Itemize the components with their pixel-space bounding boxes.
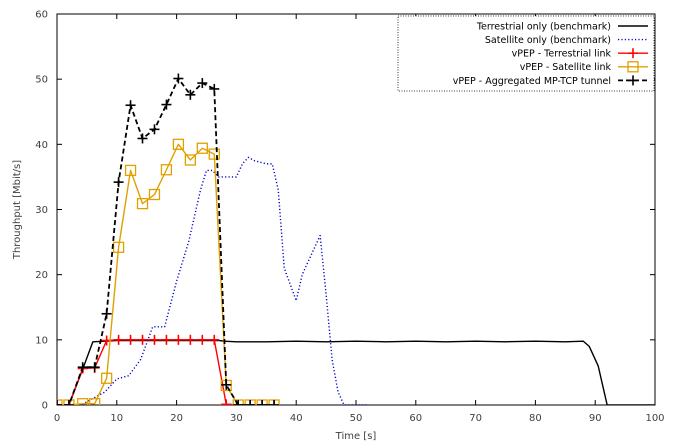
legend-marker — [628, 75, 638, 86]
series-line — [57, 143, 275, 405]
data-point — [221, 399, 232, 405]
data-point — [149, 124, 160, 135]
data-point — [148, 188, 161, 201]
series-terrestrial-only-benchmark — [68, 339, 655, 405]
data-point — [161, 334, 172, 345]
x-tick-label: 90 — [589, 413, 602, 424]
x-tick-label: 40 — [290, 413, 303, 424]
legend-item: Terrestrial only (benchmark) — [476, 21, 648, 32]
data-point — [209, 83, 220, 94]
data-point — [160, 164, 173, 176]
legend-label: Satellite only (benchmark) — [485, 35, 611, 46]
legend-item: Satellite only (benchmark) — [485, 35, 648, 46]
x-tick-label: 60 — [409, 413, 422, 424]
y-tick-label: 30 — [35, 205, 48, 216]
y-tick-label: 60 — [35, 10, 48, 21]
data-point — [77, 398, 89, 405]
data-point — [209, 334, 220, 345]
y-axis-label: Throughput [Mbit/s] — [12, 160, 23, 260]
y-tick-label: 10 — [35, 335, 48, 346]
legend-item: vPEP - Satellite link — [520, 61, 648, 73]
legend-label: vPEP - Satellite link — [520, 62, 612, 73]
x-tick-label: 10 — [110, 413, 123, 424]
legend-marker — [627, 61, 639, 73]
data-point — [197, 78, 208, 89]
x-tick-label: 70 — [469, 413, 482, 424]
x-tick-label: 80 — [529, 413, 542, 424]
series-vpep-aggregated-mp-tcp-tunnel — [57, 73, 280, 405]
series-satellite-only-benchmark — [68, 156, 368, 405]
series-vpep-satellite-link — [57, 138, 280, 405]
x-tick-label: 50 — [350, 413, 363, 424]
legend-label: vPEP - Terrestrial link — [512, 49, 612, 60]
data-point — [197, 334, 208, 345]
data-point — [185, 89, 196, 100]
data-point — [113, 334, 124, 345]
data-point — [257, 400, 268, 405]
x-tick-label: 0 — [54, 413, 60, 424]
data-point — [173, 334, 184, 345]
data-point — [149, 334, 160, 345]
x-tick-label: 20 — [170, 413, 183, 424]
plot-layer: 0 10 20 30 40 50 60 0 10 20 30 40 50 60 70 80 90 100 — [35, 10, 664, 425]
data-point — [57, 400, 62, 405]
data-point — [184, 154, 197, 166]
data-point — [161, 99, 172, 110]
data-point — [89, 398, 101, 405]
series-line — [57, 77, 275, 405]
y-tick-label: 40 — [35, 140, 48, 151]
legend-item: vPEP - Aggregated MP-TCP tunnel — [453, 75, 648, 87]
data-point — [137, 133, 148, 144]
data-point — [77, 362, 88, 373]
data-point — [208, 148, 220, 160]
data-point — [136, 197, 149, 210]
data-point — [269, 400, 280, 405]
x-tick-label: 30 — [230, 413, 243, 424]
legend-label: Terrestrial only (benchmark) — [476, 21, 611, 32]
data-point — [137, 334, 148, 345]
x-axis-label: Time [s] — [335, 431, 377, 442]
legend-box — [397, 15, 655, 92]
y-tick-label: 0 — [42, 401, 48, 412]
data-point — [100, 372, 113, 384]
series-line — [68, 156, 368, 405]
data-point — [173, 73, 184, 84]
data-point — [233, 400, 244, 405]
legend: Terrestrial only (benchmark) Satellite on… — [397, 15, 655, 92]
x-tick-label: 100 — [645, 413, 664, 424]
data-point — [125, 334, 136, 345]
data-point — [89, 362, 100, 373]
data-point — [124, 164, 137, 177]
data-point — [125, 100, 136, 111]
data-point — [196, 142, 208, 154]
data-point — [221, 379, 232, 390]
series-line — [68, 339, 655, 405]
data-point — [112, 241, 125, 253]
data-point — [245, 400, 256, 405]
data-point — [113, 177, 124, 188]
data-point — [101, 308, 112, 319]
data-point — [172, 138, 185, 150]
y-tick-label: 50 — [35, 75, 48, 86]
legend-marker — [628, 48, 638, 59]
legend-label: vPEP - Aggregated MP-TCP tunnel — [453, 76, 611, 87]
legend-item: vPEP - Terrestrial link — [512, 48, 648, 60]
y-tick-label: 20 — [35, 270, 48, 281]
data-point — [185, 334, 196, 345]
data-point — [63, 400, 74, 405]
